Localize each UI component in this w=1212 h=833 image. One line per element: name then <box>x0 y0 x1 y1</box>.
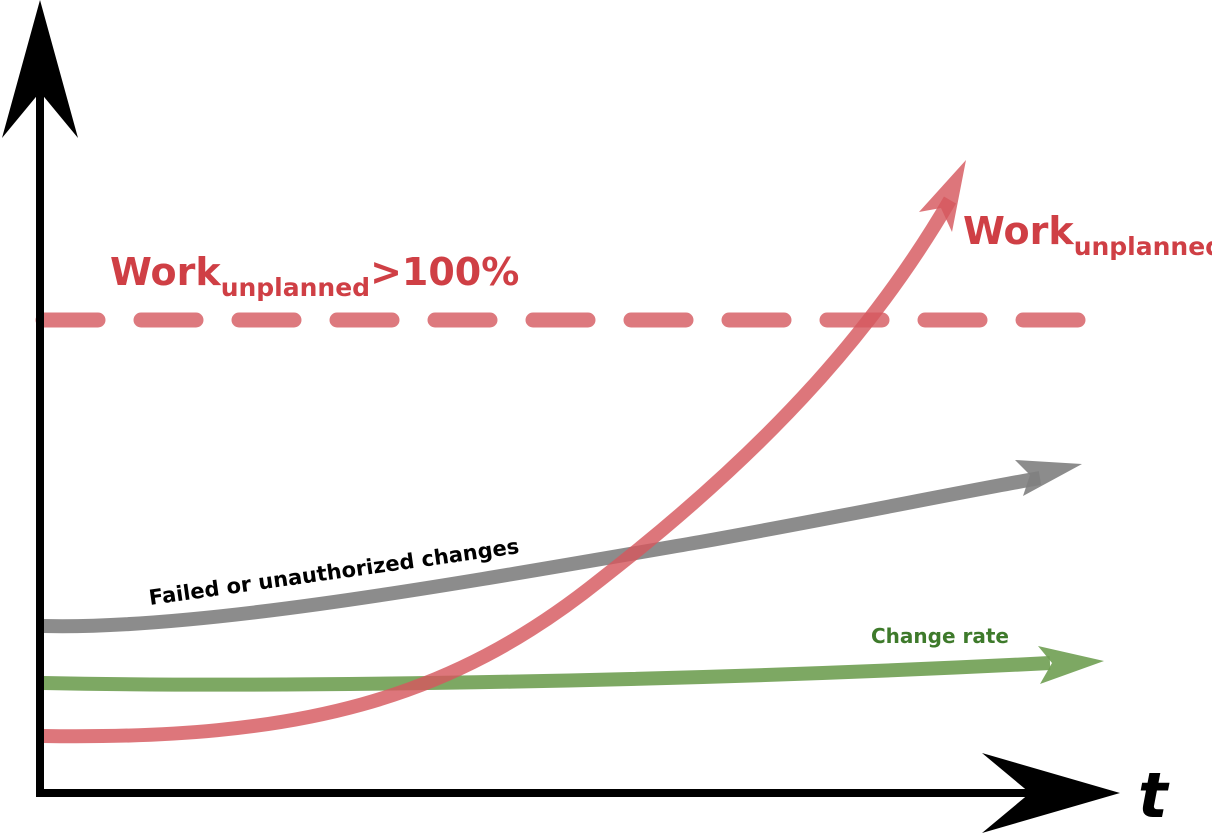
unplanned-work-arrowhead <box>919 160 966 232</box>
axes <box>2 0 1120 833</box>
threshold-label: Workunplanned>100% <box>110 250 519 302</box>
unplanned-work-label: Workunplanned <box>963 209 1212 261</box>
change-rate-label: Change rate <box>871 624 1009 648</box>
failed-changes-arrowhead <box>1015 460 1082 496</box>
x-axis-label: t <box>1138 759 1170 832</box>
y-axis-arrowhead <box>2 0 78 138</box>
x-axis-arrowhead <box>982 753 1120 833</box>
change-rate-curve <box>42 646 1104 692</box>
change-rate-arrowhead <box>1038 646 1104 684</box>
unplanned-work-curve <box>42 160 966 744</box>
